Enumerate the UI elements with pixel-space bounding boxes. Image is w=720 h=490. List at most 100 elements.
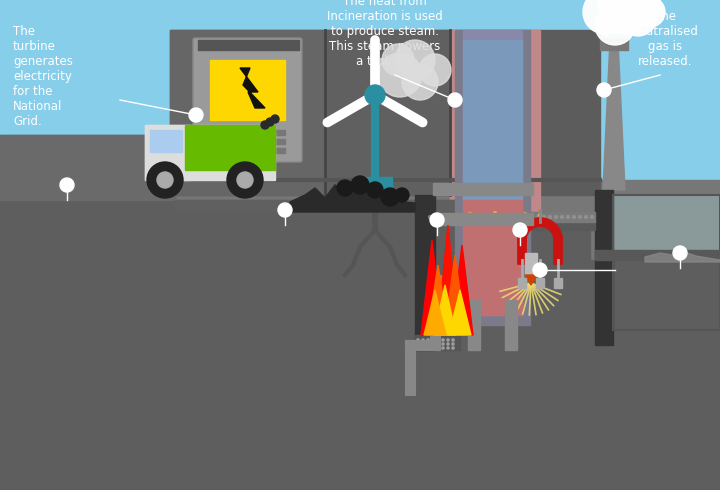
Text: The
neutralised
gas is
released.: The neutralised gas is released. bbox=[631, 10, 698, 68]
Polygon shape bbox=[424, 290, 446, 335]
Bar bbox=[210, 148, 285, 153]
Circle shape bbox=[542, 216, 546, 219]
Circle shape bbox=[452, 339, 454, 341]
Bar bbox=[433, 213, 533, 225]
Circle shape bbox=[598, 0, 638, 22]
Circle shape bbox=[629, 0, 661, 22]
Circle shape bbox=[241, 154, 253, 166]
Circle shape bbox=[518, 216, 521, 219]
Circle shape bbox=[417, 343, 419, 345]
Circle shape bbox=[620, 0, 656, 36]
Circle shape bbox=[271, 115, 279, 123]
Circle shape bbox=[447, 339, 449, 341]
Circle shape bbox=[595, 5, 635, 45]
Polygon shape bbox=[645, 252, 720, 262]
Circle shape bbox=[417, 339, 419, 341]
Text: The
turbine
generates
electricity
for the
National
Grid.: The turbine generates electricity for th… bbox=[13, 25, 73, 128]
Polygon shape bbox=[449, 290, 471, 335]
Circle shape bbox=[395, 188, 409, 202]
Circle shape bbox=[539, 214, 541, 217]
Circle shape bbox=[430, 213, 444, 227]
Text: The bottom ash can
be used as an
aggregate in things
like concrete.: The bottom ash can be used as an aggrega… bbox=[621, 271, 720, 329]
Bar bbox=[450, 30, 540, 350]
Circle shape bbox=[673, 246, 687, 260]
Circle shape bbox=[278, 203, 292, 217]
Circle shape bbox=[601, 0, 649, 34]
Circle shape bbox=[495, 216, 498, 219]
Circle shape bbox=[477, 216, 480, 219]
Circle shape bbox=[448, 93, 462, 107]
Circle shape bbox=[367, 182, 383, 198]
Bar bbox=[463, 40, 522, 200]
Circle shape bbox=[442, 343, 444, 345]
Polygon shape bbox=[437, 225, 459, 335]
Polygon shape bbox=[451, 245, 473, 335]
Circle shape bbox=[351, 176, 369, 194]
Polygon shape bbox=[421, 240, 443, 335]
Circle shape bbox=[432, 339, 434, 341]
Bar bbox=[525, 253, 537, 275]
Bar bbox=[415, 195, 435, 350]
Bar bbox=[170, 30, 600, 195]
Text: The heat from
Incineration is used
to produce steam.
This steam powers
a turbine: The heat from Incineration is used to pr… bbox=[327, 0, 443, 68]
Bar bbox=[210, 130, 285, 135]
Circle shape bbox=[427, 339, 429, 341]
Bar bbox=[505, 300, 517, 350]
Polygon shape bbox=[175, 200, 460, 210]
Circle shape bbox=[442, 339, 444, 341]
Circle shape bbox=[506, 216, 510, 219]
Circle shape bbox=[422, 343, 424, 345]
Circle shape bbox=[441, 216, 444, 219]
Bar bbox=[595, 190, 613, 345]
Bar bbox=[518, 278, 526, 288]
Bar bbox=[415, 335, 460, 350]
Bar bbox=[198, 40, 299, 50]
Bar bbox=[210, 139, 285, 144]
Circle shape bbox=[590, 216, 593, 219]
Bar bbox=[463, 200, 522, 315]
Bar bbox=[210, 60, 285, 120]
Circle shape bbox=[488, 216, 492, 219]
Bar bbox=[0, 0, 720, 190]
Circle shape bbox=[434, 216, 438, 219]
Polygon shape bbox=[460, 220, 595, 230]
Bar bbox=[145, 125, 190, 180]
Circle shape bbox=[446, 216, 449, 219]
Bar bbox=[433, 183, 533, 195]
Circle shape bbox=[266, 118, 274, 126]
Circle shape bbox=[447, 343, 449, 345]
Bar bbox=[0, 180, 720, 490]
Polygon shape bbox=[444, 255, 466, 335]
Circle shape bbox=[427, 343, 429, 345]
Text: The waste is
incinerated at
extremely high
temperatures.: The waste is incinerated at extremely hi… bbox=[240, 228, 330, 286]
Circle shape bbox=[261, 121, 269, 129]
Circle shape bbox=[437, 343, 439, 345]
Circle shape bbox=[513, 216, 516, 219]
Circle shape bbox=[459, 216, 462, 219]
Polygon shape bbox=[434, 285, 456, 335]
Circle shape bbox=[635, 0, 665, 27]
Bar bbox=[460, 212, 595, 222]
Circle shape bbox=[227, 162, 263, 198]
Text: A grate allows
ashes and
metals to pass
through.: A grate allows ashes and metals to pass … bbox=[394, 238, 480, 296]
Circle shape bbox=[428, 216, 431, 219]
Polygon shape bbox=[595, 250, 720, 260]
Circle shape bbox=[395, 40, 435, 80]
Circle shape bbox=[417, 347, 419, 349]
Circle shape bbox=[452, 347, 454, 349]
Circle shape bbox=[572, 216, 575, 219]
Bar bbox=[536, 278, 544, 288]
Circle shape bbox=[513, 223, 527, 237]
Bar bbox=[145, 125, 275, 180]
Circle shape bbox=[422, 339, 424, 341]
Circle shape bbox=[337, 180, 353, 196]
Circle shape bbox=[500, 216, 503, 219]
Circle shape bbox=[402, 64, 438, 100]
Circle shape bbox=[452, 343, 454, 345]
Circle shape bbox=[479, 214, 482, 217]
Polygon shape bbox=[240, 68, 265, 108]
Circle shape bbox=[437, 347, 439, 349]
Circle shape bbox=[469, 213, 472, 216]
Bar bbox=[554, 278, 562, 288]
Circle shape bbox=[583, 0, 627, 34]
